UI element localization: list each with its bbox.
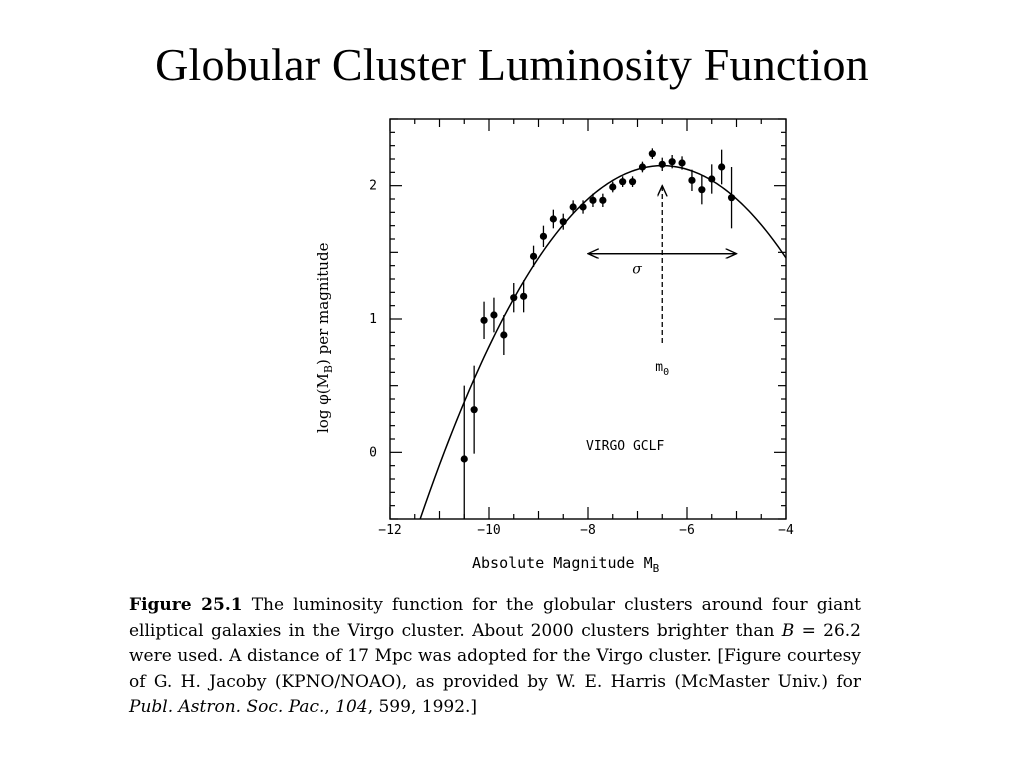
data-point — [559, 218, 567, 226]
gaussian-fit-group — [419, 164, 786, 519]
caption-text-4: , 599, 1992.] — [367, 697, 478, 717]
luminosity-function-chart: σ m0 VIRGO GCLF −12 −10 −8 −6 −4 0 1 2 Absolute M… — [314, 118, 794, 575]
caption-journal: Publ. Astron. Soc. Pac. — [129, 697, 325, 717]
data-point — [638, 163, 647, 171]
figure-caption: Figure 25.1 The luminosity function for … — [129, 593, 861, 721]
plot-frame — [389, 118, 787, 520]
data-point — [727, 194, 736, 202]
x-tick-label: −4 — [778, 523, 794, 538]
figure-label: Figure 25.1 — [129, 595, 243, 615]
data-point — [619, 178, 627, 186]
sigma-label: σ — [632, 262, 642, 278]
caption-volume: 104 — [335, 697, 368, 717]
data-point — [470, 406, 478, 414]
data-point — [678, 159, 686, 167]
x-axis-label: Absolute Magnitude MB — [472, 554, 660, 575]
annotations-group: σ m0 VIRGO GCLF — [586, 186, 737, 454]
caption-var-b: B — [781, 620, 795, 641]
data-point — [658, 160, 666, 168]
panel-label: VIRGO GCLF — [586, 439, 664, 454]
caption-text-1: The luminosity function for the globular… — [129, 595, 861, 641]
data-point — [648, 150, 656, 158]
data-point — [718, 163, 726, 171]
tick-labels-group: −12 −10 −8 −6 −4 0 1 2 — [369, 179, 794, 538]
data-point — [500, 331, 508, 339]
slide-title: Globular Cluster Luminosity Function — [155, 39, 869, 90]
data-point — [549, 215, 557, 223]
y-tick-label: 0 — [369, 445, 377, 460]
x-tick-label: −12 — [378, 523, 401, 538]
data-point — [579, 203, 587, 211]
data-point — [628, 178, 637, 186]
data-point — [529, 252, 538, 260]
data-point — [490, 311, 498, 319]
data-point — [698, 186, 706, 194]
data-point — [589, 196, 597, 204]
gaussian-fit-curve — [419, 164, 786, 519]
data-point — [510, 294, 518, 302]
data-point — [520, 292, 528, 300]
m0-label: m0 — [655, 360, 669, 378]
data-point — [708, 175, 716, 183]
axis-ticks — [389, 118, 787, 520]
data-point — [539, 232, 548, 240]
y-axis-label: log φ(MB) per magnitude — [314, 242, 335, 433]
data-point — [668, 158, 676, 166]
y-tick-label: 2 — [369, 179, 377, 194]
data-point — [688, 176, 696, 184]
y-tick-label: 1 — [369, 312, 377, 327]
data-point — [460, 455, 468, 463]
x-tick-label: −8 — [580, 523, 596, 538]
data-point — [599, 196, 607, 204]
data-points-group — [460, 148, 736, 519]
data-point — [480, 316, 488, 324]
caption-text-3: , — [324, 697, 336, 717]
x-tick-label: −10 — [477, 523, 500, 538]
data-point — [569, 203, 577, 211]
data-point — [609, 183, 617, 191]
caption-text-2: = 26.2 were used. A distance of 17 Mpc w… — [129, 620, 861, 692]
x-tick-label: −6 — [679, 523, 695, 538]
